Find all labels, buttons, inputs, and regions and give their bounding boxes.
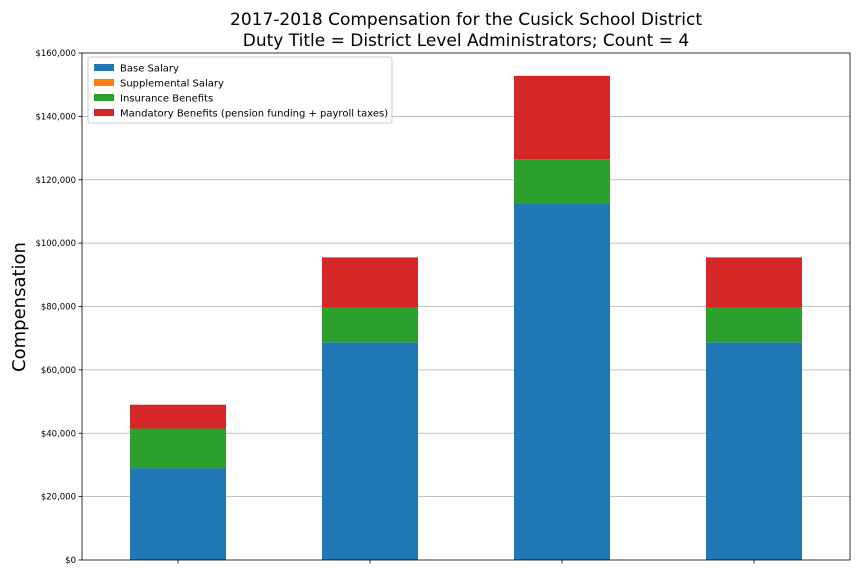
axes: $0 $20,000 $40,000 $60,000 $80,000 $100,000 $1… [35, 49, 851, 566]
y-tick-label: $100,000 [35, 239, 76, 249]
plot-frame [81, 52, 851, 561]
y-tick-label: $60,000 [41, 366, 76, 376]
legend-swatch [94, 94, 114, 101]
bar-segment-base-salary [130, 468, 226, 560]
bar-segment-mandatory-benefits-pension-funding-payroll-taxes [322, 257, 418, 308]
y-tick-label: $40,000 [41, 429, 76, 439]
bar-segment-base-salary [706, 342, 802, 560]
legend-swatch [94, 79, 114, 86]
y-tick-label: $20,000 [41, 493, 76, 503]
y-tick-label: $80,000 [41, 303, 76, 313]
chart-title: 2017-2018 Compensation for the Cusick Sc… [230, 10, 702, 30]
legend-label: Insurance Benefits [120, 94, 213, 105]
bar-segment-insurance-benefits [130, 428, 226, 469]
bar-segment-insurance-benefits [514, 159, 610, 204]
bar-segment-base-salary [514, 203, 610, 560]
legend-label: Supplemental Salary [120, 79, 224, 90]
bar-segment-insurance-benefits [322, 307, 418, 343]
legend-swatch [94, 109, 114, 116]
bar-segment-mandatory-benefits-pension-funding-payroll-taxes [706, 257, 802, 308]
y-tick-label: $140,000 [35, 112, 76, 122]
bars [130, 75, 802, 560]
chart-subtitle: Duty Title = District Level Administrato… [243, 31, 689, 51]
bar-segment-mandatory-benefits-pension-funding-payroll-taxes [130, 404, 226, 429]
legend-box [87, 56, 393, 124]
y-axis-label: Compensation [9, 242, 30, 372]
bar-segment-insurance-benefits [706, 307, 802, 343]
legend-label: Base Salary [120, 64, 179, 75]
legend: Base Salary Supplemental Salary Insurance … [87, 56, 393, 124]
legend-label: Mandatory Benefits (pension funding + pa… [120, 109, 388, 120]
bar-segment-mandatory-benefits-pension-funding-payroll-taxes [514, 75, 610, 160]
bar-segment-base-salary [322, 342, 418, 560]
y-tick-label: $0 [65, 556, 76, 566]
y-tick-label: $160,000 [35, 49, 76, 59]
legend-swatch [94, 64, 114, 71]
y-tick-label: $120,000 [35, 176, 76, 186]
